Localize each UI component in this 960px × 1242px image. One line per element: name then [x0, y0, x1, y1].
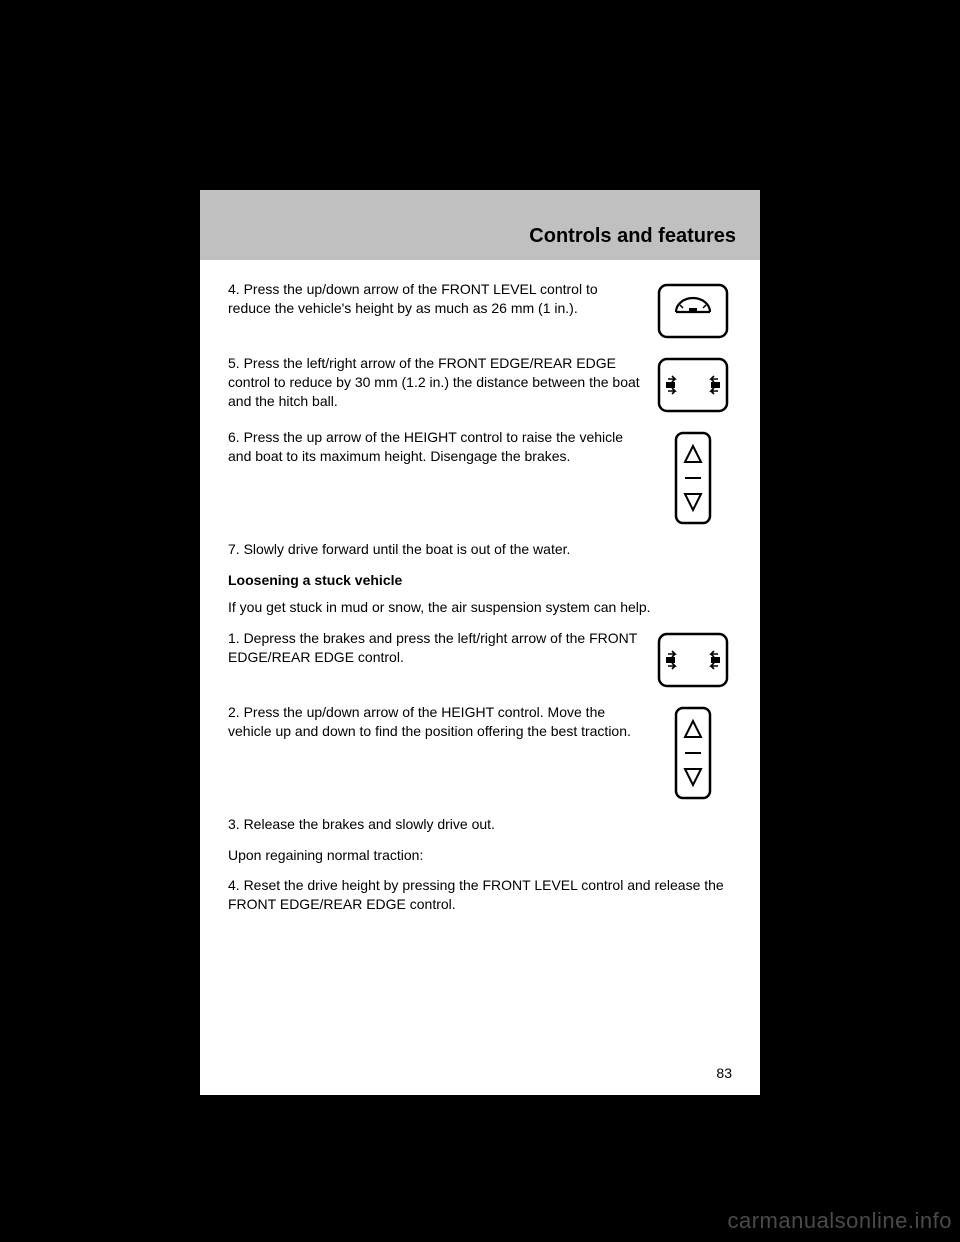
step-7-text: 7. Slowly drive forward until the boat i… [228, 540, 732, 559]
step-5-text: 5. Press the left/right arrow of the FRO… [228, 354, 640, 411]
page-header: Controls and features [200, 190, 760, 260]
stuck-regain-text: Upon regaining normal traction: [228, 846, 732, 865]
stuck-step-2-text: 2. Press the up/down arrow of the HEIGHT… [228, 703, 640, 741]
page-content: 4. Press the up/down arrow of the FRONT … [200, 260, 760, 936]
stuck-step-3-text: 3. Release the brakes and slowly drive o… [228, 815, 732, 834]
step-4-text: 4. Press the up/down arrow of the FRONT … [228, 280, 640, 318]
page-number: 83 [716, 1065, 732, 1081]
stuck-step-1-text: 1. Depress the brakes and press the left… [228, 629, 640, 667]
side-arrows-icon [654, 629, 732, 689]
stuck-step-2-row: 2. Press the up/down arrow of the HEIGHT… [228, 703, 732, 801]
side-arrows-icon [654, 354, 732, 414]
stuck-step-1-row: 1. Depress the brakes and press the left… [228, 629, 732, 689]
step-5-row: 5. Press the left/right arrow of the FRO… [228, 354, 732, 414]
step-6-text: 6. Press the up arrow of the HEIGHT cont… [228, 428, 640, 466]
step-4-row: 4. Press the up/down arrow of the FRONT … [228, 280, 732, 340]
stuck-step-4-text: 4. Reset the drive height by pressing th… [228, 876, 732, 914]
height-arrows-icon [654, 428, 732, 526]
page-title: Controls and features [529, 225, 736, 248]
step-6-row: 6. Press the up arrow of the HEIGHT cont… [228, 428, 732, 526]
stuck-intro-text: If you get stuck in mud or snow, the air… [228, 598, 732, 617]
manual-page: Controls and features 4. Press the up/do… [200, 190, 760, 1095]
subheading-stuck: Loosening a stuck vehicle [228, 571, 732, 590]
front-level-icon [654, 280, 732, 340]
watermark-text: carmanualsonline.info [727, 1208, 952, 1234]
height-arrows-icon [654, 703, 732, 801]
